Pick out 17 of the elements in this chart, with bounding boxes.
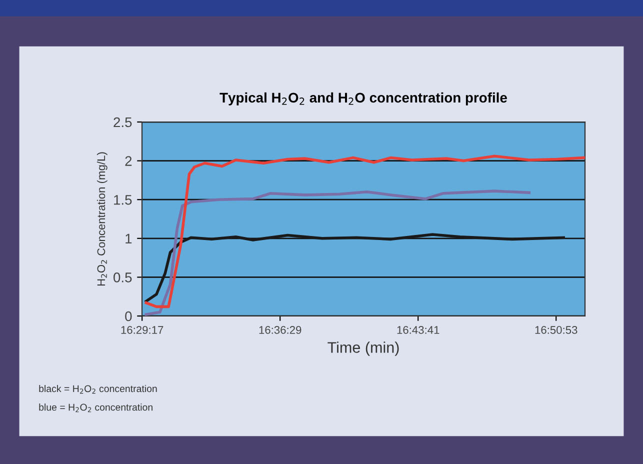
line-series xyxy=(144,154,585,308)
y-tick-label: 1 xyxy=(126,234,132,244)
y-tick-label: 0.5 xyxy=(114,272,132,282)
x-tick-label: 16:50:53 xyxy=(535,326,578,334)
chart-title: Typical H$_{2}$O$_{2}$ and H$_{2}$O concentration profile xyxy=(220,92,507,106)
x-tick-label: 16:36:29 xyxy=(259,326,302,334)
x-tick-label: 16:29:17 xyxy=(121,326,164,334)
y-axis-title: H$_{2}$O$_{2}$ Concentration (mg/L) xyxy=(96,152,108,286)
x-axis-title: Time (min) xyxy=(328,342,399,356)
x-tick-label: 16:43:41 xyxy=(397,326,440,334)
y-tick-label: 1.5 xyxy=(114,195,132,205)
text: blue = H$_{2}$O$_{2}$ concentration xyxy=(39,404,152,412)
y-tick-label: 2 xyxy=(125,156,132,166)
text: black = H$_{2}$O$_{2}$ concentration xyxy=(39,384,157,394)
line-series xyxy=(144,190,530,316)
y-tick-label: 0 xyxy=(125,311,132,322)
y-tick-label: 2.5 xyxy=(114,117,132,128)
